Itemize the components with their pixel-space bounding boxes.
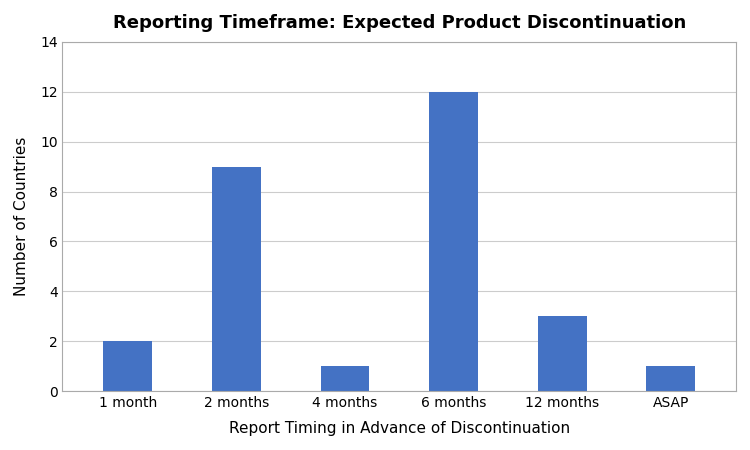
Title: Reporting Timeframe: Expected Product Discontinuation: Reporting Timeframe: Expected Product Di… bbox=[112, 14, 686, 32]
Bar bbox=[538, 316, 586, 391]
Bar bbox=[320, 366, 370, 391]
Y-axis label: Number of Countries: Number of Countries bbox=[14, 137, 29, 296]
X-axis label: Report Timing in Advance of Discontinuation: Report Timing in Advance of Discontinuat… bbox=[229, 421, 570, 436]
Bar bbox=[429, 92, 478, 391]
Bar bbox=[646, 366, 695, 391]
Bar bbox=[212, 166, 261, 391]
Bar bbox=[104, 341, 152, 391]
